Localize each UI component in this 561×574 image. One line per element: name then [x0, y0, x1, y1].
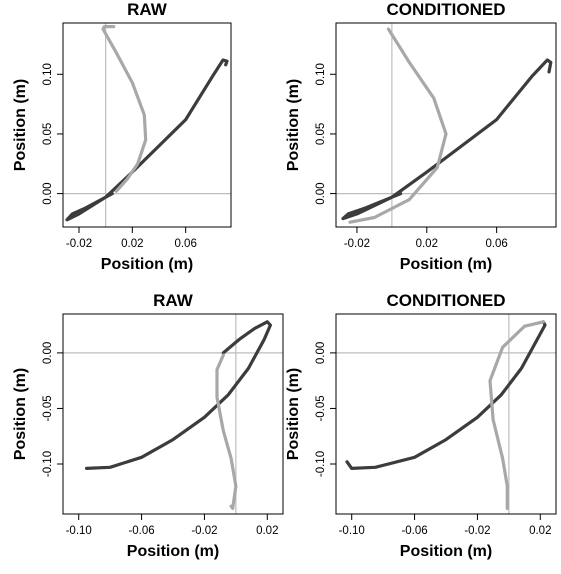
series-line-2 — [215, 353, 238, 510]
y-tick-label: -0.05 — [42, 395, 54, 421]
x-tick-label: 0.02 — [256, 525, 278, 537]
x-axis-label: Position (m) — [400, 256, 492, 273]
x-tick-label: 0.06 — [485, 238, 507, 250]
y-tick-label: 0.00 — [315, 342, 327, 364]
series-line-2 — [348, 27, 448, 224]
y-tick-label: 0.05 — [42, 123, 54, 145]
series-line-1 — [341, 58, 553, 221]
panel-2: -0.02 0.02 0.06 0.00 0.05 0.10 CONDITIONED Posi… — [285, 0, 557, 273]
plot-frame — [335, 22, 557, 228]
x-tick-label: -0.02 — [344, 238, 370, 250]
x-axis-label: Position (m) — [127, 543, 219, 560]
panel-title: CONDITIONED — [387, 291, 506, 310]
x-tick-label: 0.02 — [121, 238, 143, 250]
y-tick-label: 0.00 — [42, 182, 54, 204]
series-line-1 — [65, 58, 229, 222]
series-line-1 — [85, 320, 272, 470]
y-axis-label: Position (m) — [285, 79, 302, 171]
plot-frame — [62, 313, 284, 515]
x-axis-label: Position (m) — [101, 256, 193, 273]
panel-4: -0.10 -0.06 -0.02 0.02 -0.10 -0.05 0.00 CONDITI… — [285, 291, 557, 560]
y-tick-label: 0.05 — [315, 123, 327, 145]
x-tick-label: -0.02 — [66, 238, 92, 250]
y-tick-label: 0.10 — [42, 63, 54, 85]
y-tick-label: 0.00 — [315, 182, 327, 204]
x-tick-label: -0.10 — [66, 525, 92, 537]
panel-3: -0.10 -0.06 -0.02 0.02 -0.10 -0.05 0.00 RAW Posi… — [12, 291, 284, 560]
y-tick-label: 0.00 — [42, 342, 54, 364]
x-tick-label: -0.02 — [464, 525, 490, 537]
x-tick-label: 0.02 — [416, 238, 438, 250]
plot-frame — [335, 313, 557, 515]
x-tick-label: 0.06 — [174, 238, 196, 250]
y-tick-label: -0.10 — [315, 451, 327, 477]
panel-title: CONDITIONED — [387, 0, 506, 19]
panel-title: RAW — [127, 0, 168, 19]
x-tick-label: -0.10 — [339, 525, 365, 537]
y-axis-label: Position (m) — [12, 79, 29, 171]
x-tick-label: -0.06 — [401, 525, 427, 537]
panel-title: RAW — [153, 291, 194, 310]
y-axis-label: Position (m) — [285, 368, 302, 460]
y-axis-label: Position (m) — [12, 368, 29, 460]
y-tick-label: 0.10 — [315, 63, 327, 85]
y-tick-label: -0.05 — [315, 395, 327, 421]
y-tick-label: -0.10 — [42, 451, 54, 477]
plot-frame — [62, 22, 232, 228]
series-line-2 — [101, 25, 148, 193]
x-axis-label: Position (m) — [400, 543, 492, 560]
series-line-2 — [488, 320, 545, 510]
series-line-1 — [345, 320, 547, 470]
panel-1: -0.02 0.02 0.06 0.00 0.05 0.10 RAW Position (m)… — [12, 0, 232, 273]
x-tick-label: -0.02 — [191, 525, 217, 537]
x-tick-label: -0.06 — [128, 525, 154, 537]
x-tick-label: 0.02 — [529, 525, 551, 537]
